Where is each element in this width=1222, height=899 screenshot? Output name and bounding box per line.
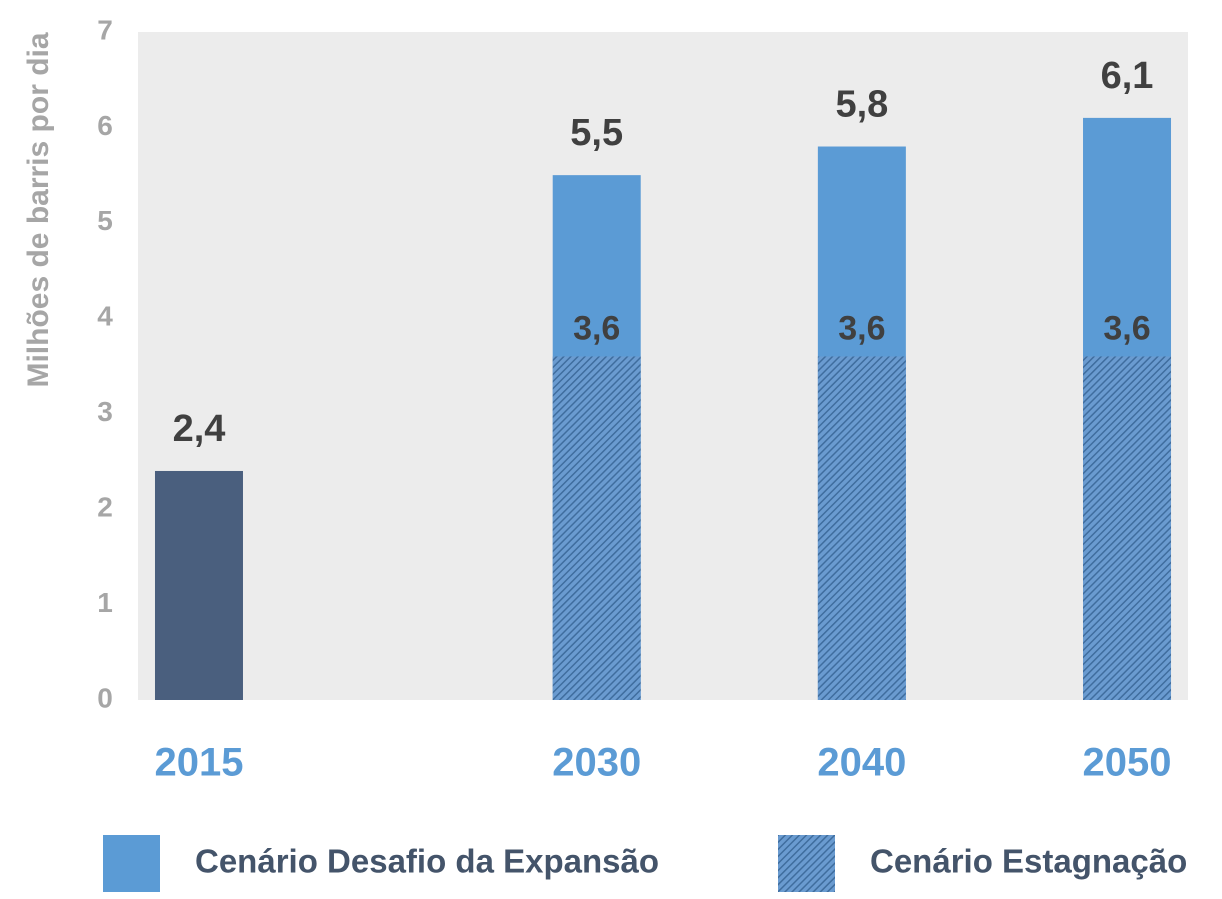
bar bbox=[552, 356, 641, 700]
x-tick-label: 2050 bbox=[1083, 741, 1172, 785]
data-label: 5,5 bbox=[570, 112, 623, 154]
y-tick-label: 5 bbox=[97, 205, 113, 236]
x-tick-label: 2015 bbox=[154, 741, 243, 785]
x-tick-label: 2030 bbox=[552, 741, 641, 785]
data-label: 3,6 bbox=[838, 309, 885, 347]
data-label: 3,6 bbox=[1103, 309, 1150, 347]
y-tick-label: 0 bbox=[97, 682, 113, 713]
y-axis-label: Milhões de barris por dia bbox=[22, 32, 55, 387]
plot-background bbox=[138, 32, 1188, 700]
y-tick-label: 6 bbox=[97, 110, 113, 141]
y-tick-label: 2 bbox=[97, 492, 113, 523]
bar bbox=[817, 356, 906, 700]
data-label: 6,1 bbox=[1101, 55, 1154, 97]
data-label: 2,4 bbox=[173, 408, 226, 450]
y-tick-label: 1 bbox=[97, 587, 113, 618]
bar bbox=[154, 470, 243, 700]
legend-label: Cenário Estagnação bbox=[870, 843, 1187, 880]
data-label: 5,8 bbox=[835, 84, 888, 126]
y-tick-label: 4 bbox=[97, 301, 113, 332]
legend-label: Cenário Desafio da Expansão bbox=[195, 843, 659, 880]
legend-swatch bbox=[103, 835, 160, 892]
data-label: 3,6 bbox=[573, 309, 620, 347]
x-tick-label: 2040 bbox=[817, 741, 906, 785]
legend-swatch bbox=[778, 835, 835, 892]
bar bbox=[1083, 356, 1172, 700]
y-tick-label: 7 bbox=[97, 14, 113, 45]
y-tick-label: 3 bbox=[97, 396, 113, 427]
